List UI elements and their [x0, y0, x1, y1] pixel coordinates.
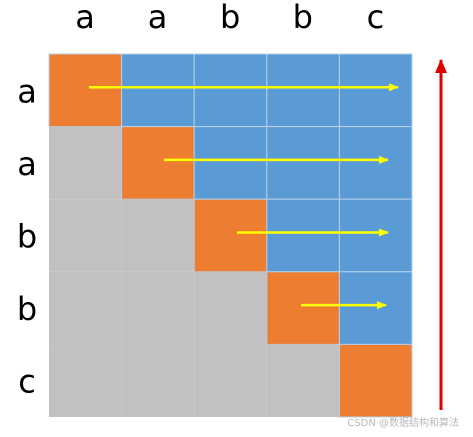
cell-upper-r0-c3: [266, 53, 340, 128]
cell-diagonal-r3-c3: [266, 271, 340, 345]
cell-upper-r1-c4: [338, 126, 413, 200]
cell-upper-r2-c3: [266, 198, 340, 273]
cell-lower-r4-c0: [49, 344, 122, 417]
row-label-4: c: [18, 363, 36, 401]
cell-lower-r2-c1: [121, 199, 195, 272]
cell-diagonal-r0-c0: [48, 53, 123, 128]
cell-upper-r1-c3: [266, 126, 340, 200]
column-label-2: b: [220, 0, 240, 36]
cell-diagonal-r4-c4: [338, 343, 413, 418]
column-label-4: c: [367, 0, 385, 36]
cell-upper-r1-c2: [193, 126, 268, 200]
cell-lower-r1-c0: [49, 126, 122, 200]
cell-lower-r4-c2: [194, 344, 267, 417]
cell-upper-r3-c4: [338, 271, 413, 345]
cell-lower-r3-c1: [121, 271, 195, 345]
cell-lower-r4-c3: [266, 344, 340, 417]
cell-lower-r4-c1: [121, 344, 195, 417]
row-label-0: a: [17, 72, 37, 110]
cell-upper-r2-c4: [338, 198, 413, 273]
row-arrows: [89, 83, 399, 310]
dp-grid: [48, 53, 413, 418]
row-label-3: b: [17, 290, 37, 328]
column-label-0: a: [75, 0, 95, 36]
cell-upper-r0-c1: [121, 53, 195, 128]
watermark: CSDN @数据结构和算法: [347, 418, 459, 429]
cell-diagonal-r2-c2: [193, 198, 268, 273]
cell-upper-r0-c4: [338, 53, 413, 128]
row-label-1: a: [17, 145, 37, 183]
column-label-1: a: [148, 0, 168, 36]
cell-upper-r0-c2: [193, 53, 268, 128]
cell-lower-r3-c2: [194, 271, 267, 345]
row-label-2: b: [17, 218, 37, 256]
column-label-3: b: [293, 0, 313, 36]
cell-lower-r3-c0: [49, 271, 122, 345]
cell-diagonal-r1-c1: [121, 126, 195, 200]
cell-lower-r2-c0: [49, 199, 122, 272]
